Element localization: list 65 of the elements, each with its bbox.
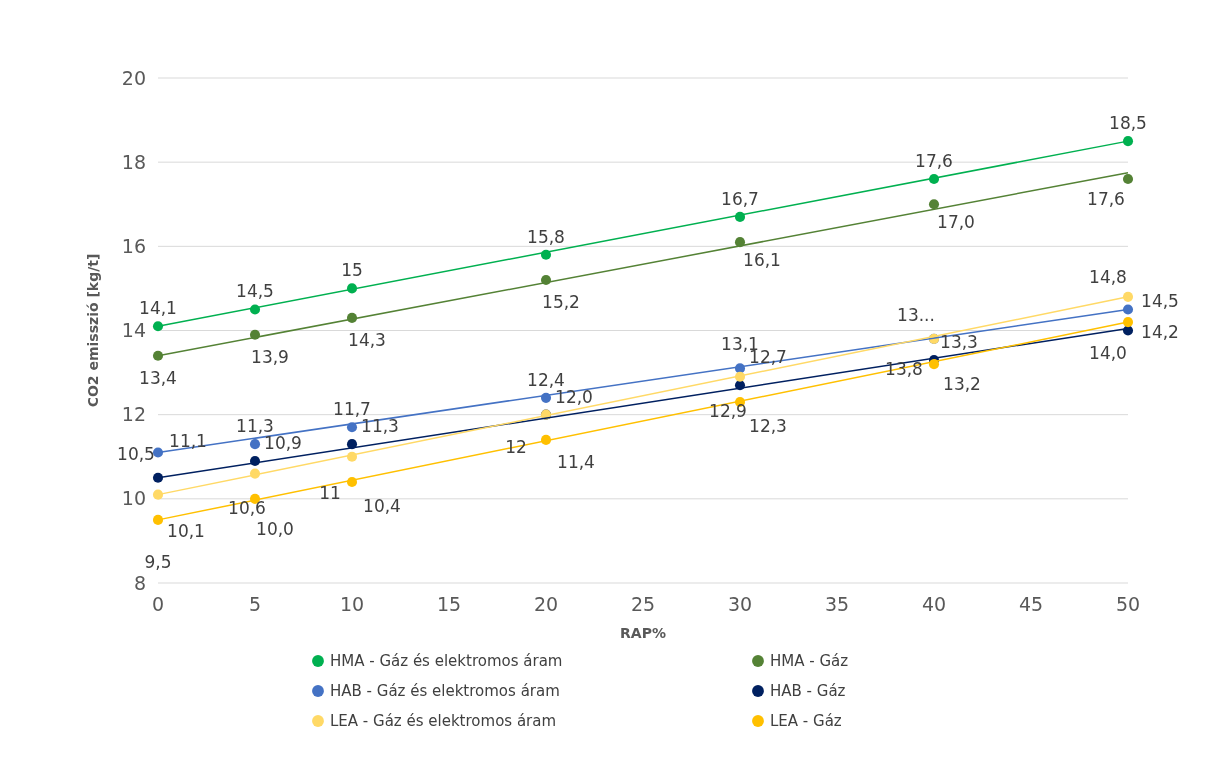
y-tick-label: 16 (121, 234, 146, 257)
data-label: 13,9 (251, 346, 289, 367)
data-label: 15 (341, 260, 363, 281)
x-axis-title: RAP% (620, 625, 666, 641)
data-label: 14,1 (139, 298, 177, 319)
data-label: 12,3 (749, 416, 787, 437)
data-label: 10,6 (228, 497, 266, 518)
y-tick-label: 12 (121, 403, 146, 426)
legend-label: HMA - Gáz (770, 652, 849, 671)
data-label: 10,5 (117, 443, 155, 464)
point (1122, 304, 1134, 315)
data-label: 15,8 (527, 226, 565, 247)
y-axis-title: CO2 emisszió [kg/t] (85, 253, 101, 408)
y-tick-label: 20 (121, 66, 146, 89)
x-tick-label: 45 (1018, 593, 1044, 615)
data-label: 11 (319, 482, 341, 503)
y-tick-label: 10 (121, 487, 146, 510)
data-label: 16,1 (743, 250, 781, 271)
point (152, 472, 164, 483)
legend-label: LEA - Gáz (770, 712, 842, 731)
legend-label: HAB - Gáz és elektromos áram (330, 682, 560, 701)
data-label: 15,2 (542, 292, 580, 312)
y-tick-label: 18 (121, 150, 146, 173)
data-label: 16,7 (721, 188, 759, 209)
legend-label: HMA - Gáz és elektromos áram (330, 652, 563, 671)
data-label: 14,0 (1089, 342, 1127, 363)
data-label: 13,2 (943, 374, 981, 395)
x-tick-label: 35 (824, 593, 850, 615)
x-tick-label: 0 (151, 593, 165, 615)
x-tick-label: 20 (533, 593, 559, 615)
data-label: 14,5 (236, 281, 274, 302)
x-tick-label: 50 (1115, 593, 1141, 615)
point (1122, 173, 1134, 185)
data-label: 10,1 (167, 520, 205, 541)
x-tick-label: 10 (339, 593, 365, 615)
data-label: 14,2 (1141, 322, 1179, 343)
x-tick-label: 30 (727, 593, 753, 615)
legend-label: LEA - Gáz és elektromos áram (330, 712, 557, 731)
x-tick-label: 5 (248, 593, 262, 615)
data-label: 17,6 (1087, 189, 1125, 209)
data-label: 10,4 (363, 496, 401, 516)
data-label: 18,5 (1109, 113, 1147, 134)
data-label: 11,1 (169, 430, 207, 451)
y-tick-label: 14 (121, 319, 146, 342)
data-label: 13,4 (139, 367, 177, 388)
x-tick-label: 40 (921, 593, 947, 615)
data-label: 10,0 (256, 518, 294, 539)
data-label: 17,6 (915, 151, 953, 171)
y-tick-label: 8 (133, 571, 146, 594)
point (1122, 317, 1134, 328)
data-label: 13,3 (940, 331, 978, 352)
point (928, 199, 940, 210)
data-label: 14,8 (1089, 266, 1127, 287)
x-tick-label: 15 (436, 593, 462, 615)
x-tick-label: 25 (630, 593, 656, 615)
point (249, 439, 261, 450)
data-label: 14,3 (348, 329, 386, 350)
legend-label: HAB - Gáz (770, 682, 846, 701)
data-label: 13... (897, 304, 935, 325)
data-label: 12,9 (709, 400, 747, 421)
data-label: 11,4 (557, 451, 595, 472)
point (152, 489, 164, 500)
data-label: 17,0 (937, 212, 975, 233)
data-label: 14,5 (1141, 291, 1179, 312)
data-label: 9,5 (144, 551, 172, 572)
